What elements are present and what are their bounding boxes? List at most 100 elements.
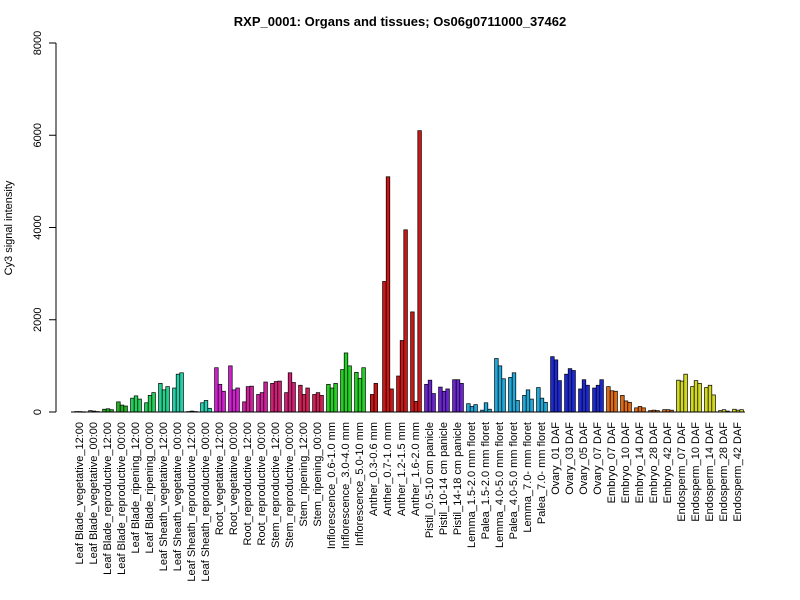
bar xyxy=(637,406,643,413)
x-tick-label: Ovary_01 DAF xyxy=(550,422,562,495)
x-tick-label: Pistil_10-14 cm panicle xyxy=(438,422,450,535)
y-tick-label: 8000 xyxy=(32,31,44,55)
x-tick-label: Leaf Sheath_reproductive_00:00 xyxy=(200,422,212,582)
bar xyxy=(249,385,254,413)
x-tick-label: Root_vegetative_12:00 xyxy=(214,422,226,535)
bar xyxy=(592,387,597,413)
x-tick-label: Anther_1.6-2.0 mm xyxy=(410,422,422,516)
bar xyxy=(543,401,548,413)
x-tick-label: Ovary_03 DAF xyxy=(564,422,576,495)
bar xyxy=(270,383,275,413)
bar xyxy=(165,386,170,413)
bar xyxy=(137,398,142,413)
x-tick-label: Pistil_14-18 cm panicle xyxy=(452,422,464,535)
bar xyxy=(697,383,702,413)
x-tick-label: Root_vegetative_00:00 xyxy=(228,422,240,535)
bar xyxy=(361,367,366,413)
x-tick-label: Leaf Blade_vegetative_00:00 xyxy=(88,422,100,565)
x-tick-label: Endosperm_14 DAF xyxy=(704,422,716,522)
bar xyxy=(116,401,121,413)
bar xyxy=(690,386,695,413)
bar xyxy=(501,378,506,413)
bar xyxy=(567,368,573,413)
x-tick-label: Leaf Blade_reproductive_12:00 xyxy=(102,422,114,575)
bar xyxy=(627,401,632,413)
x-tick-label: Anther_0.3-0.6 mm xyxy=(368,422,380,516)
bar xyxy=(539,397,545,413)
x-tick-label: Endosperm_28 DAF xyxy=(718,422,730,522)
x-tick-label: Leaf Sheath_vegetative_00:00 xyxy=(172,422,184,571)
x-tick-label: Stem_reproductive_12:00 xyxy=(270,422,282,548)
bar xyxy=(175,373,181,413)
bar xyxy=(235,387,240,413)
bar xyxy=(158,383,163,413)
bar xyxy=(340,369,345,413)
bar xyxy=(620,395,625,413)
x-tick-label: Root_reproductive_12:00 xyxy=(242,422,254,546)
bar xyxy=(200,402,205,413)
bar xyxy=(613,390,618,413)
bar xyxy=(595,384,601,413)
x-tick-label: Lemma_4.0-5.0 mm floret xyxy=(494,422,506,548)
bar xyxy=(144,402,149,413)
bar xyxy=(641,407,646,413)
bar xyxy=(634,407,639,413)
bar xyxy=(469,406,475,413)
bar xyxy=(410,311,415,413)
bar xyxy=(382,281,387,413)
bar xyxy=(305,387,310,413)
bar xyxy=(389,388,394,413)
bar xyxy=(228,365,233,413)
bar xyxy=(553,359,559,413)
bar xyxy=(564,373,569,413)
bar xyxy=(529,398,534,413)
y-tick-label: 0 xyxy=(32,409,44,415)
x-tick-label: Leaf Sheath_vegetative_12:00 xyxy=(158,422,170,571)
x-tick-label: Inflorescence_3.0-4.0 mm xyxy=(340,422,352,549)
bar xyxy=(357,377,363,413)
x-tick-label: Pistil_0.5-10 cm panicle xyxy=(424,422,436,538)
bar xyxy=(315,392,321,413)
bar xyxy=(494,358,499,413)
bar xyxy=(585,384,590,413)
bar xyxy=(245,386,251,413)
bar xyxy=(515,400,520,413)
x-tick-label: Embryo_10 DAF xyxy=(620,422,632,504)
bar xyxy=(203,400,209,413)
x-tick-label: Leaf Blade_ripening_12:00 xyxy=(130,422,142,554)
bar xyxy=(704,387,709,413)
bar xyxy=(231,389,237,413)
y-tick-label: 2000 xyxy=(32,308,44,332)
bar xyxy=(676,379,681,413)
bar xyxy=(707,384,713,413)
bar xyxy=(399,340,405,413)
bar xyxy=(119,404,125,413)
x-tick-label: Inflorescence_5.0-10 mm xyxy=(354,422,366,546)
bars-group xyxy=(74,130,744,413)
bar xyxy=(497,365,503,413)
y-axis-label: Cy3 signal intensity xyxy=(3,180,15,275)
x-tick-label: Leaf Blade_vegetative_12:00 xyxy=(74,422,86,565)
x-tick-label: Leaf Sheath_reproductive_12:00 xyxy=(186,422,198,582)
bar xyxy=(679,380,685,413)
x-tick-label: Stem_ripening_12:00 xyxy=(298,422,310,527)
y-axis: 0 2000 4000 6000 8000 xyxy=(32,31,57,415)
bar xyxy=(441,390,447,413)
x-tick-label: Lemma_1.5-2.0 mm floret xyxy=(466,422,478,548)
bar xyxy=(259,392,265,413)
bar xyxy=(343,352,349,413)
chart-title: RXP_0001: Organs and tissues; Os06g07110… xyxy=(234,14,566,29)
bar xyxy=(161,389,167,413)
bar xyxy=(683,373,688,413)
x-tick-label: Anther_0.7-1.0 mm xyxy=(382,422,394,516)
bar xyxy=(207,407,212,413)
bar xyxy=(312,394,317,413)
x-tick-label: Embryo_14 DAF xyxy=(634,422,646,504)
bar xyxy=(431,393,436,413)
bar xyxy=(298,384,303,413)
bar xyxy=(179,372,184,413)
bar xyxy=(396,375,401,413)
bar xyxy=(133,395,139,413)
bar xyxy=(256,394,261,413)
